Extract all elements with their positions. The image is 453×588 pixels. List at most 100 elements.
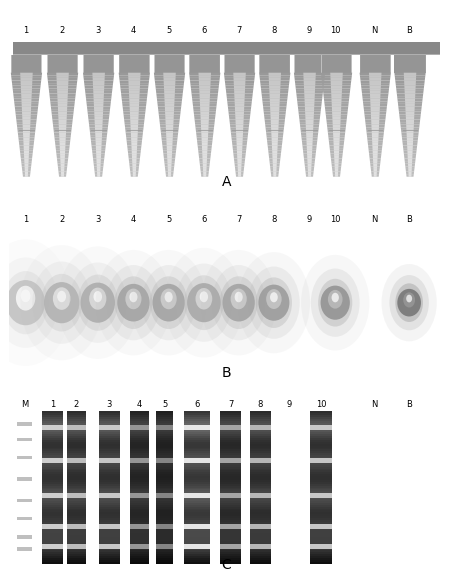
- Polygon shape: [361, 81, 390, 83]
- Polygon shape: [202, 141, 208, 143]
- Polygon shape: [88, 119, 109, 122]
- Bar: [250, 476, 271, 479]
- Polygon shape: [269, 159, 280, 161]
- Bar: [221, 554, 241, 557]
- Bar: [99, 489, 120, 492]
- Bar: [250, 465, 271, 467]
- Text: 1: 1: [50, 400, 55, 409]
- Bar: [156, 489, 173, 492]
- Polygon shape: [58, 104, 67, 106]
- Bar: [67, 493, 86, 496]
- Bar: [67, 436, 86, 439]
- Bar: [67, 549, 86, 551]
- Polygon shape: [328, 138, 345, 141]
- Polygon shape: [406, 130, 414, 132]
- Polygon shape: [408, 153, 413, 156]
- Bar: [250, 552, 271, 555]
- Polygon shape: [55, 141, 70, 143]
- Polygon shape: [57, 161, 68, 163]
- Polygon shape: [15, 109, 38, 112]
- Polygon shape: [232, 143, 247, 145]
- Polygon shape: [92, 148, 106, 151]
- Polygon shape: [130, 114, 139, 117]
- Polygon shape: [130, 104, 139, 106]
- Bar: [310, 444, 332, 446]
- Polygon shape: [235, 101, 245, 104]
- Bar: [260, 55, 289, 73]
- Bar: [225, 55, 254, 73]
- Bar: [259, 55, 290, 73]
- Polygon shape: [93, 83, 105, 86]
- Text: 3: 3: [95, 215, 101, 224]
- Polygon shape: [294, 78, 325, 81]
- Polygon shape: [91, 143, 106, 145]
- Bar: [221, 562, 241, 564]
- Bar: [119, 55, 149, 73]
- Polygon shape: [22, 114, 31, 117]
- Bar: [119, 55, 149, 73]
- Bar: [250, 467, 271, 469]
- Polygon shape: [297, 96, 323, 99]
- Bar: [67, 556, 86, 559]
- Bar: [156, 539, 173, 542]
- Bar: [130, 432, 149, 435]
- Bar: [156, 522, 173, 524]
- Polygon shape: [325, 112, 347, 114]
- Polygon shape: [373, 156, 378, 159]
- Polygon shape: [201, 125, 208, 128]
- Polygon shape: [125, 128, 144, 130]
- Bar: [221, 446, 241, 448]
- Bar: [184, 532, 210, 534]
- Bar: [310, 549, 332, 551]
- Polygon shape: [132, 161, 136, 163]
- Polygon shape: [58, 112, 67, 114]
- Polygon shape: [97, 174, 100, 177]
- Ellipse shape: [0, 239, 71, 366]
- Polygon shape: [167, 153, 172, 156]
- Bar: [250, 541, 271, 543]
- Polygon shape: [235, 114, 244, 117]
- Bar: [250, 499, 271, 502]
- Polygon shape: [200, 99, 210, 101]
- Polygon shape: [58, 169, 67, 172]
- Polygon shape: [304, 93, 315, 96]
- Bar: [67, 415, 86, 417]
- Bar: [67, 440, 86, 442]
- Bar: [47, 55, 78, 73]
- Polygon shape: [323, 96, 349, 99]
- Bar: [250, 415, 271, 417]
- Ellipse shape: [256, 278, 292, 328]
- Bar: [184, 425, 210, 427]
- Polygon shape: [234, 81, 246, 83]
- Polygon shape: [395, 73, 426, 75]
- Bar: [42, 527, 63, 530]
- Polygon shape: [162, 145, 177, 148]
- Polygon shape: [133, 174, 136, 177]
- Polygon shape: [23, 130, 30, 132]
- Bar: [310, 526, 332, 528]
- Bar: [250, 487, 271, 490]
- Bar: [250, 453, 271, 456]
- Polygon shape: [300, 128, 319, 130]
- Bar: [250, 516, 271, 519]
- Polygon shape: [271, 130, 278, 132]
- Bar: [67, 562, 86, 564]
- Polygon shape: [124, 119, 145, 122]
- Polygon shape: [127, 143, 142, 145]
- Bar: [221, 475, 241, 477]
- Bar: [67, 560, 86, 563]
- Bar: [184, 516, 210, 519]
- Polygon shape: [127, 148, 141, 151]
- Bar: [99, 476, 120, 479]
- Ellipse shape: [381, 264, 437, 342]
- Bar: [221, 532, 241, 534]
- Bar: [130, 493, 149, 498]
- Polygon shape: [304, 159, 315, 161]
- Polygon shape: [407, 151, 413, 153]
- Bar: [190, 55, 220, 73]
- Bar: [250, 432, 271, 435]
- Bar: [310, 432, 332, 435]
- Bar: [99, 532, 120, 534]
- Bar: [14, 54, 439, 55]
- Bar: [17, 437, 32, 441]
